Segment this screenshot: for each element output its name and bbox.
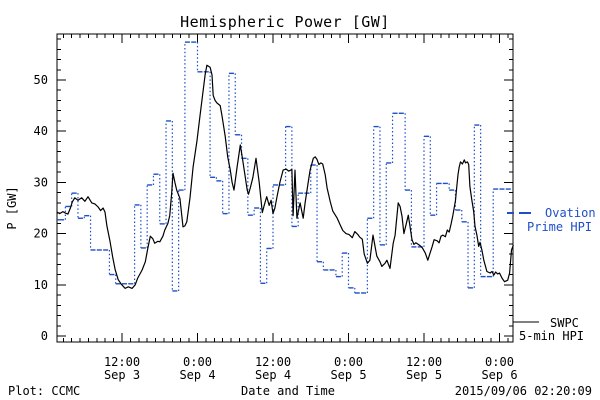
x-tick-time-label: 0:00 xyxy=(334,355,363,369)
x-tick-time-label: 0:00 xyxy=(183,355,212,369)
x-tick-time-label: 12:00 xyxy=(406,355,442,369)
legend-ovation-line2: Prime HPI xyxy=(527,220,592,234)
legend-swpc: SWPC 5-min HPI xyxy=(513,316,584,343)
legend-ovation: Ovation Prime HPI xyxy=(507,206,596,234)
x-tick-date-label: Sep 6 xyxy=(481,368,517,382)
plot-timestamp: 2015/09/06 02:20:09 xyxy=(455,384,592,398)
x-tick-date-label: Sep 4 xyxy=(255,368,291,382)
plot-credit: Plot: CCMC xyxy=(8,384,80,398)
y-tick-label: 50 xyxy=(34,73,48,87)
y-tick-label: 0 xyxy=(41,329,48,343)
x-tick-time-label: 12:00 xyxy=(104,355,140,369)
chart-title: Hemispheric Power [GW] xyxy=(180,13,390,31)
x-axis-label: Date and Time xyxy=(241,384,335,398)
x-tick-date-label: Sep 4 xyxy=(179,368,215,382)
legend-ovation-line1: Ovation xyxy=(545,206,596,220)
swpc-line-series xyxy=(56,64,514,289)
x-tick-date-label: Sep 5 xyxy=(406,368,442,382)
y-tick-label: 30 xyxy=(34,175,48,189)
x-tick-date-label: Sep 3 xyxy=(104,368,140,382)
legend-swpc-line1: SWPC xyxy=(550,316,579,330)
legend-swpc-line2: 5-min HPI xyxy=(519,329,584,343)
y-axis-label: P [GW] xyxy=(5,186,19,229)
x-tick-time-label: 12:00 xyxy=(255,355,291,369)
x-tick-date-label: Sep 5 xyxy=(330,368,366,382)
x-tick-time-label: 0:00 xyxy=(485,355,514,369)
y-tick-label: 20 xyxy=(34,227,48,241)
plot-frame xyxy=(56,33,514,343)
y-tick-label: 10 xyxy=(34,278,48,292)
y-tick-label: 40 xyxy=(34,124,48,138)
